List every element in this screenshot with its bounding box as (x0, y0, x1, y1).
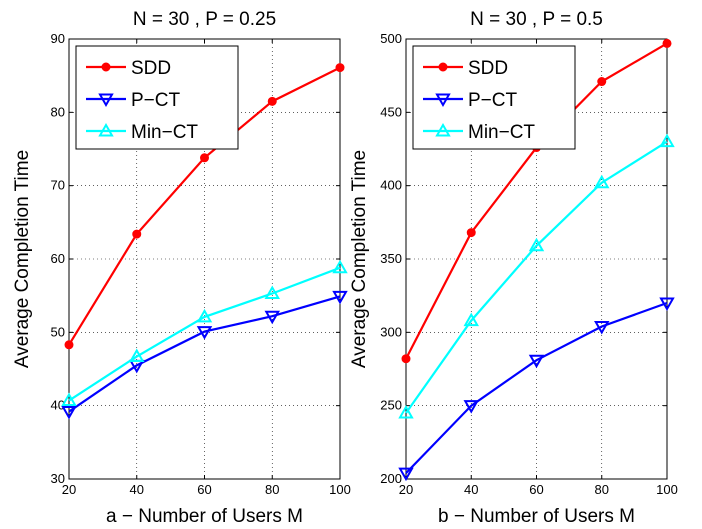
legend-label: P−CT (468, 90, 517, 111)
x-tick-label: 80 (595, 482, 609, 497)
x-tick-label: 100 (329, 482, 351, 497)
y-tick-label: 80 (51, 104, 65, 119)
y-tick-label: 250 (380, 398, 402, 413)
x-tick-label: 60 (529, 482, 543, 497)
y-axis-label: Average Completion Time (12, 150, 33, 368)
y-tick-label: 60 (51, 251, 65, 266)
data-point (332, 290, 348, 305)
legend-label: Min−CT (468, 122, 535, 143)
legend-marker (438, 62, 448, 72)
y-tick-label: 50 (51, 324, 65, 339)
x-tick-label: 60 (197, 482, 211, 497)
y-tick-label: 30 (51, 471, 65, 486)
data-point (196, 308, 213, 323)
data-point (597, 77, 607, 87)
x-tick-label: 40 (464, 482, 478, 497)
data-point (61, 406, 77, 420)
series-line-1 (68, 295, 341, 413)
y-axis-label: Average Completion Time (349, 150, 370, 368)
data-point (264, 310, 280, 325)
data-point (335, 63, 345, 73)
data-point (267, 96, 277, 106)
y-tick-label: 500 (380, 31, 402, 46)
data-point (398, 467, 414, 482)
data-point (662, 38, 672, 48)
chart-title: N = 30 , P = 0.5 (470, 9, 603, 30)
chart-right: 20 40 60 80 100 200 250 300 350 400 450 500 N = 30 ,… (349, 9, 678, 527)
legend-marker (435, 122, 451, 137)
data-point (129, 348, 145, 363)
data-point (659, 297, 675, 312)
legend-label: SDD (131, 58, 171, 79)
y-tick-label: 90 (51, 31, 65, 46)
y-tick-label: 200 (380, 471, 402, 486)
x-axis-label: b − Number of Users M (438, 506, 635, 527)
x-tick-label: 40 (130, 482, 144, 497)
y-tick-label: 450 (380, 104, 402, 119)
legend-label: P−CT (131, 90, 180, 111)
x-tick-label: 100 (656, 482, 678, 497)
series-line-1 (405, 301, 668, 474)
legend-label: SDD (468, 58, 508, 79)
data-point (64, 340, 74, 350)
data-point (659, 133, 675, 148)
chart-title: N = 30 , P = 0.25 (133, 9, 276, 30)
data-point (332, 259, 348, 274)
x-tick-label: 20 (399, 482, 413, 497)
data-point (463, 312, 479, 327)
y-tick-label: 70 (51, 178, 65, 193)
data-point (401, 354, 411, 364)
legend-marker (435, 93, 451, 108)
series-line-2 (68, 266, 341, 402)
data-point (528, 237, 545, 252)
data-point (398, 404, 414, 419)
x-axis-label: a − Number of Users M (106, 506, 303, 527)
data-point (463, 400, 479, 414)
data-point (466, 228, 476, 238)
data-point (61, 392, 77, 407)
y-tick-label: 40 (51, 398, 65, 413)
x-tick-label: 20 (62, 482, 76, 497)
legend-marker (98, 122, 114, 137)
legend-marker (98, 93, 114, 108)
data-point (594, 174, 610, 189)
data-point (528, 354, 545, 369)
x-tick-label: 80 (265, 482, 279, 497)
y-tick-label: 350 (380, 251, 402, 266)
data-point (132, 229, 142, 239)
data-point (264, 285, 280, 299)
legend-marker (101, 62, 111, 72)
chart-left: 20 40 60 80 100 30 40 50 60 70 80 90 N = 30 , P = 0.… (12, 9, 351, 527)
data-point (200, 153, 209, 163)
data-point (594, 320, 610, 335)
y-tick-label: 400 (380, 178, 402, 193)
data-point (196, 326, 213, 340)
series-line-2 (405, 140, 668, 414)
legend-label: Min−CT (131, 122, 198, 143)
y-tick-label: 300 (380, 324, 402, 339)
